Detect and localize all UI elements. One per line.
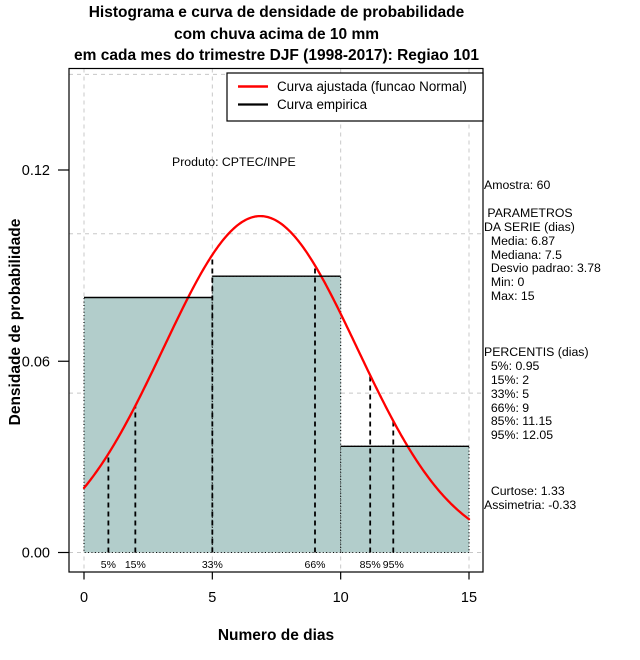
product-annotation: Produto: CPTEC/INPE: [172, 155, 296, 169]
stats-line: Max: 15: [484, 289, 535, 304]
y-axis-label: Densidade de probabilidade: [7, 218, 24, 425]
percentile-label: 85%: [360, 559, 381, 571]
x-tick-label: 5: [208, 590, 216, 606]
x-tick-label: 15: [461, 590, 477, 606]
empirical-curve: [84, 275, 469, 448]
x-tick-label: 10: [333, 590, 349, 606]
percentile-label: 15%: [125, 559, 146, 571]
stats-line: [484, 457, 640, 471]
stats-line: 15%: 2: [484, 372, 530, 387]
percentile-label: 33%: [202, 559, 223, 571]
title-line-2: com chuva acima de 10 mm: [173, 25, 380, 43]
stats-line: 66%: 9: [484, 400, 530, 415]
stats-line: [484, 318, 640, 332]
y-tick-label: 0.06: [22, 354, 50, 370]
histogram-bars: [83, 275, 470, 554]
y-tick-label: 0.12: [22, 163, 50, 179]
stats-line: Min: 0: [484, 275, 525, 290]
percentile-lines: 5% 15% 33% 66% 85% 95%: [101, 254, 404, 571]
stats-line: [484, 443, 640, 457]
legend: Curva ajustada (funcao Normal) Curva emp…: [226, 72, 484, 122]
x-tick-label: 0: [80, 590, 88, 606]
title-line-3: em cada mes do trimestre DJF (1998-2017)…: [74, 47, 479, 64]
x-axis-label: Numero de dias: [218, 627, 334, 644]
percentile-label: 66%: [304, 559, 325, 571]
stats-line: 95%: 12.05: [484, 428, 554, 443]
stats-line: Mediana: 7.5: [484, 247, 562, 262]
stats-line: PARAMETROS: [484, 205, 573, 220]
axes: 0 5 10 15 0.00 0.06 0.12: [22, 163, 477, 606]
y-tick-label: 0.00: [22, 546, 50, 562]
stats-line: PERCENTIS (dias): [484, 344, 589, 359]
title-line-1: Histograma e curva de densidade de proba…: [88, 4, 465, 21]
stats-line: Curtose: 1.33: [484, 483, 565, 498]
legend-border: [226, 72, 484, 122]
stats-line: Amostra: 60: [484, 178, 551, 192]
stats-line: [484, 304, 640, 318]
stats-panel: Amostra: 60 PARAMETROS DA SERIE (dias) Me…: [484, 178, 640, 513]
stats-line: Desvio padrao: 3.78: [484, 261, 601, 276]
stats-line: 33%: 5: [484, 386, 530, 401]
legend-label-fitted: Curva ajustada (funcao Normal): [277, 79, 467, 94]
stats-line: Media: 6.87: [484, 233, 556, 248]
stats-line: DA SERIE (dias): [484, 219, 575, 234]
stats-line: [484, 471, 640, 485]
stats-line: 5%: 0.95: [484, 358, 540, 373]
plot-border: [68, 67, 484, 573]
stats-line: 85%: 11.15: [484, 414, 553, 429]
percentile-label: 5%: [101, 559, 116, 571]
chart-title: Histograma e curva de densidade de proba…: [0, 2, 553, 67]
legend-label-empirical: Curva empirica: [277, 97, 368, 112]
percentile-label: 95%: [383, 559, 404, 571]
stats-line: [484, 332, 640, 346]
fitted-normal-curve: [82, 214, 471, 521]
histogram-bar: [211, 275, 342, 554]
stats-line: Assimetria: -0.33: [484, 497, 577, 512]
histogram-bar: [83, 296, 213, 554]
histogram-bar: [340, 445, 470, 554]
stats-line: [484, 193, 640, 207]
